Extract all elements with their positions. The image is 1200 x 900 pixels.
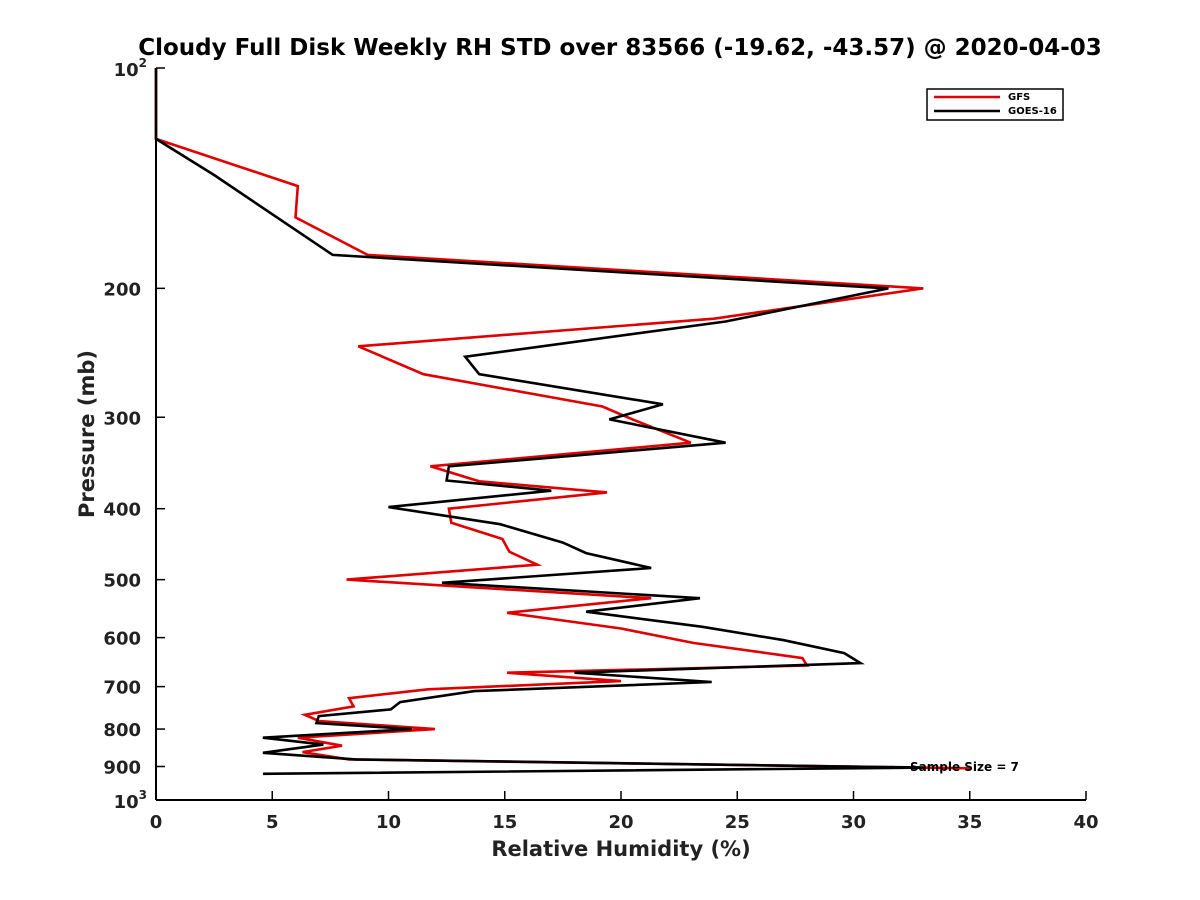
y-axis-label: Pressure (mb)	[75, 350, 99, 518]
y-tick-label: 500	[103, 571, 141, 592]
x-tick-label: 0	[150, 812, 163, 833]
x-tick-label: 5	[266, 812, 279, 833]
legend-label-gfs: GFS	[1008, 92, 1030, 103]
y-tick-label: 800	[103, 720, 141, 741]
x-axis-label: Relative Humidity (%)	[491, 837, 750, 861]
y-tick-label: 600	[103, 629, 141, 650]
x-tick-label: 15	[492, 812, 517, 833]
x-ticks: 0 5 10 15 20 25 30 35 40	[150, 791, 1099, 833]
y-tick-label: 300	[103, 408, 141, 429]
y-ticks: 102 200 300 400 500 600 700 800 900 103	[103, 56, 165, 813]
sample-size-annotation: Sample Size = 7	[910, 760, 1019, 774]
series-line-goes16	[154, 68, 924, 776]
series-group	[154, 68, 970, 776]
x-tick-label: 40	[1073, 812, 1098, 833]
series-line-gfs	[154, 68, 970, 770]
chart-title: Cloudy Full Disk Weekly RH STD over 8356…	[138, 35, 1102, 61]
y-tick-label: 400	[103, 500, 141, 521]
y-tick-label: 103	[114, 788, 147, 813]
y-tick-label: 200	[103, 279, 141, 300]
y-tick-label: 102	[114, 56, 147, 81]
legend-label-goes16: GOES-16	[1008, 106, 1057, 117]
x-tick-label: 35	[957, 812, 982, 833]
y-tick-label: 900	[103, 758, 141, 779]
legend: GFS GOES-16	[926, 88, 1064, 121]
y-tick-label: 700	[103, 678, 141, 699]
x-tick-label: 20	[608, 812, 633, 833]
plot-frame	[156, 68, 1086, 800]
x-tick-label: 25	[725, 812, 750, 833]
x-tick-label: 30	[841, 812, 866, 833]
x-tick-label: 10	[376, 812, 401, 833]
legend-box	[926, 88, 1064, 121]
